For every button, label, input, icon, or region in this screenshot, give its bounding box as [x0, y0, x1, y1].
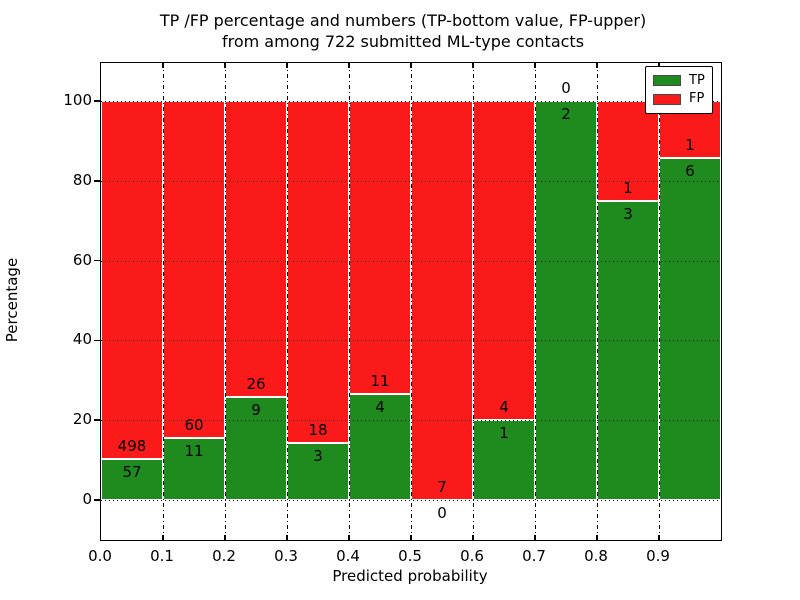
- y-tick-label: 80: [72, 170, 92, 189]
- y-tick-label: 40: [72, 330, 92, 349]
- fp-legend-label: FP: [689, 91, 705, 107]
- vertical-gridline: [535, 63, 536, 540]
- x-tick-label: 0.4: [336, 547, 360, 565]
- y-tick-label: 20: [72, 410, 92, 429]
- x-tick-label: 0.9: [646, 547, 670, 565]
- x-axis-tick: [162, 535, 164, 540]
- x-axis-tick: [286, 535, 288, 540]
- fp-bar-segment: [225, 101, 287, 398]
- x-tick-label: 0.1: [150, 547, 174, 565]
- x-tick-label: 0.7: [522, 547, 546, 565]
- x-tick-label: 0.0: [88, 547, 112, 565]
- legend: TP FP: [645, 66, 713, 114]
- fp-legend-swatch: [653, 93, 681, 105]
- vertical-gridline: [659, 63, 660, 540]
- vertical-gridline: [597, 63, 598, 540]
- x-axis-tick: [348, 535, 350, 540]
- tp-bar-segment: [349, 393, 411, 500]
- tp-count-label: 0: [437, 504, 447, 522]
- vertical-gridline: [411, 63, 412, 540]
- x-axis-tick: [534, 535, 536, 540]
- fp-count-label: 0: [561, 79, 571, 97]
- tp-bar-segment: [225, 397, 287, 500]
- x-axis-tick-top: [534, 63, 536, 68]
- x-axis-tick-top: [224, 63, 226, 68]
- tp-bar-segment: [535, 101, 597, 500]
- y-axis-label: Percentage: [3, 257, 21, 343]
- x-axis-tick-top: [596, 63, 598, 68]
- vertical-gridline: [163, 63, 164, 540]
- x-axis-tick: [596, 535, 598, 540]
- x-tick-label: 0.8: [584, 547, 608, 565]
- x-axis-tick: [224, 535, 226, 540]
- x-axis-tick-top: [410, 63, 412, 68]
- vertical-gridline: [225, 63, 226, 540]
- y-axis-tick: [93, 419, 100, 421]
- y-tick-label: 60: [72, 250, 92, 269]
- fp-bar-segment: [287, 101, 349, 443]
- x-axis-label: Predicted probability: [332, 567, 488, 585]
- tp-bar-segment: [659, 158, 721, 500]
- y-axis-tick: [93, 100, 100, 102]
- tp-legend-label: TP: [689, 72, 705, 88]
- legend-entry-fp: FP: [653, 92, 705, 106]
- vertical-gridline: [287, 63, 288, 540]
- fp-bar-segment: [597, 101, 659, 201]
- tp-bar-segment: [287, 443, 349, 500]
- y-tick-label: 0: [82, 490, 92, 508]
- y-axis-tick: [93, 339, 100, 342]
- x-axis-tick: [472, 535, 474, 540]
- y-axis-tick: [93, 499, 100, 501]
- x-tick-label: 0.3: [274, 547, 298, 565]
- y-tick-label: 100: [63, 91, 92, 109]
- x-axis-tick-top: [286, 63, 288, 68]
- tp-bar-segment: [473, 420, 535, 500]
- y-axis-tick: [93, 259, 100, 262]
- x-tick-label: 0.6: [460, 547, 484, 565]
- fp-bar-segment: [101, 101, 163, 460]
- fp-bar-segment: [411, 101, 473, 500]
- vertical-gridline: [349, 63, 350, 540]
- fp-bar-segment: [349, 101, 411, 394]
- x-tick-label: 0.2: [212, 547, 236, 565]
- x-axis-tick: [658, 535, 660, 540]
- vertical-gridline: [473, 63, 474, 540]
- chart-title-line1: TP /FP percentage and numbers (TP-bottom…: [159, 11, 647, 30]
- x-axis-tick-top: [658, 63, 660, 68]
- y-axis-tick: [93, 180, 100, 182]
- tp-legend-swatch: [653, 75, 681, 87]
- x-axis-tick: [410, 535, 412, 540]
- x-axis-tick-top: [348, 63, 350, 68]
- x-axis-tick-top: [472, 63, 474, 68]
- tp-bar-segment: [597, 200, 659, 500]
- plot-area: 498 57 60 11 26 9 18 3 11 4 7 0 4 1 0 2 1 3 1 6: [93, 62, 722, 541]
- x-tick-label: 0.5: [398, 547, 422, 565]
- tp-bar-segment: [163, 438, 225, 500]
- legend-entry-tp: TP: [653, 72, 705, 88]
- x-axis-tick-top: [162, 63, 164, 68]
- chart-title-line2: from among 722 submitted ML-type contact…: [221, 32, 585, 51]
- fp-bar-segment: [163, 101, 225, 439]
- tp-bar-segment: [101, 459, 163, 500]
